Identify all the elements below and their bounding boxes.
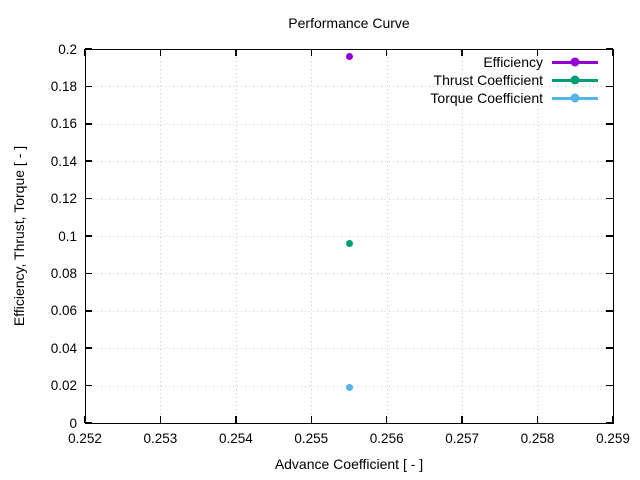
legend-row: Efficiency [430,53,598,71]
y-tick-left [85,422,92,424]
x-tick-bottom [159,416,162,423]
x-tick-label: 0.256 [369,431,404,446]
y-tick-right [606,48,613,50]
legend-label: Thrust Coefficient [433,72,543,88]
gridline-horizontal [85,348,613,350]
y-tick-left [85,235,92,237]
data-point-torque-coefficient [345,383,353,391]
x-tick-label: 0.259 [596,431,630,446]
x-tick-label: 0.254 [218,431,253,446]
y-tick-left [85,85,92,88]
legend-row: Torque Coefficient [430,89,598,107]
y-tick-label: 0.14 [50,153,77,169]
y-tick-left [85,48,92,50]
y-tick-left [85,347,92,349]
y-tick-right [606,85,613,88]
y-tick-right [606,235,613,237]
y-tick-left [85,160,92,162]
x-tick-bottom [536,416,539,423]
y-tick-right [606,160,613,162]
y-tick-right [606,272,613,275]
y-tick-right [606,197,613,200]
gridline-horizontal [85,123,613,125]
gridline-horizontal [85,86,613,88]
x-tick-bottom [235,416,237,423]
gridline-horizontal [85,161,613,163]
y-tick-label: 0.16 [50,116,77,132]
x-tick-bottom [385,416,388,423]
y-tick-label: 0.02 [50,378,77,394]
x-tick-bottom [612,416,614,423]
y-tick-label: 0.1 [58,228,77,244]
y-tick-right [606,422,613,424]
x-tick-label: 0.257 [445,431,480,446]
x-tick-label: 0.252 [68,431,102,446]
y-tick-right [606,310,613,312]
legend: Efficiency Thrust Coefficient Torque Coeff… [430,53,598,107]
y-tick-right [606,347,613,349]
x-tick-label: 0.258 [520,431,555,446]
x-tick-label: 0.255 [294,431,329,446]
y-tick-left [85,123,92,125]
y-tick-label: 0 [69,415,77,431]
legend-sample-line-icon [552,92,598,104]
x-tick-top [84,49,86,56]
y-tick-left [85,310,92,312]
data-point-efficiency [345,52,353,60]
y-tick-label: 0.18 [50,78,77,94]
gridline-horizontal [85,273,613,275]
x-tick-bottom [461,416,463,423]
y-tick-label: 0.06 [50,303,77,319]
y-tick-left [85,384,92,387]
x-tick-top [310,49,313,56]
x-tick-label: 0.253 [143,431,178,446]
x-tick-top [235,49,237,56]
y-tick-right [606,384,613,387]
legend-sample-line-icon [552,74,598,86]
x-tick-top [385,49,388,56]
data-point-thrust-coefficient [345,239,353,247]
chart-title: Performance Curve [288,15,410,31]
gridline-horizontal [85,310,613,312]
legend-label: Efficiency [483,54,543,70]
legend-sample-line-icon [552,56,598,68]
x-tick-bottom [84,416,86,423]
y-tick-label: 0.12 [50,191,77,207]
y-tick-label: 0.2 [58,41,77,57]
y-tick-label: 0.04 [50,340,77,356]
x-axis-label: Advance Coefficient [ - ] [274,456,424,472]
y-tick-left [85,197,92,200]
x-tick-top [536,49,539,56]
legend-row: Thrust Coefficient [430,71,598,89]
gridline-horizontal [85,198,613,200]
x-tick-top [612,49,614,56]
y-tick-left [85,272,92,275]
x-tick-top [461,49,463,56]
gridline-horizontal [85,236,613,237]
legend-label: Torque Coefficient [430,90,543,106]
x-tick-top [159,49,162,56]
y-tick-right [606,123,613,125]
x-tick-bottom [310,416,313,423]
y-tick-label: 0.08 [50,265,77,281]
